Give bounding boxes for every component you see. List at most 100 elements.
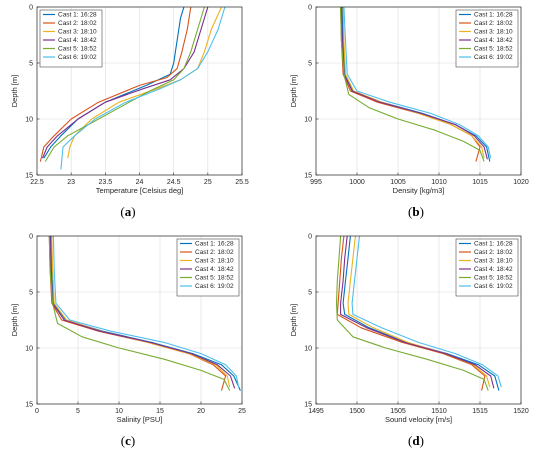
series-line-cast-6	[351, 236, 502, 388]
x-tick-label: 24	[136, 179, 144, 186]
panel-letter: d	[412, 433, 420, 448]
x-tick-label: 1520	[513, 408, 529, 415]
chart-panel-d: 1495 1500 1505 1510 1515 1520 0 5 10 15 Sound velo…	[289, 234, 529, 449]
x-tick-label: 0	[35, 408, 39, 415]
legend-entry: Cast 1: 16:28	[195, 241, 234, 248]
panel-caption: (c)	[121, 433, 135, 448]
chart-panel-a: 22.5 23 23.5 24 24.5 25 25.5 0 5 10 15 Temperature …	[10, 5, 249, 220]
series-lines	[340, 7, 492, 162]
series-line-cast-2	[39, 7, 192, 162]
panel-letter: a	[125, 204, 132, 219]
y-axis-label: Depth [m]	[289, 75, 298, 108]
series-lines	[48, 236, 241, 391]
legend-entry: Cast 6: 19:02	[195, 283, 234, 290]
series-line-cast-1	[43, 7, 185, 159]
series-line-cast-6	[60, 7, 226, 170]
legend-entry: Cast 1: 16:28	[58, 12, 97, 19]
y-tick-label: 0	[29, 5, 33, 12]
y-tick-label: 15	[25, 402, 33, 409]
series-line-cast-3	[67, 7, 223, 159]
legend-entry: Cast 6: 19:02	[58, 54, 97, 61]
x-tick-label: 10	[115, 408, 123, 415]
panel-letter: b	[412, 204, 419, 219]
x-tick-label: 1500	[349, 408, 365, 415]
x-tick-label: 15	[156, 408, 164, 415]
y-axis-label: Depth [m]	[289, 304, 298, 337]
y-tick-label: 15	[25, 173, 33, 180]
axes-box	[36, 235, 243, 405]
series-line-cast-6	[343, 7, 492, 159]
legend-entry: Cast 3: 18:10	[58, 29, 97, 36]
y-tick-label: 10	[304, 117, 312, 124]
x-tick-label: 22.5	[30, 179, 44, 186]
x-tick-label: 1010	[431, 179, 447, 186]
x-tick-label: 23	[67, 179, 75, 186]
x-tick-label: 1505	[390, 408, 406, 415]
x-tick-label: 1000	[349, 179, 365, 186]
y-tick-label: 0	[308, 5, 312, 12]
legend-entry: Cast 4: 18:42	[474, 266, 513, 273]
y-tick-label: 10	[304, 346, 312, 353]
y-tick-label: 0	[308, 234, 312, 241]
legend-entry: Cast 1: 16:28	[474, 12, 513, 19]
y-tick-label: 5	[29, 61, 33, 68]
legend-entry: Cast 2: 18:02	[58, 20, 97, 27]
y-tick-label: 0	[29, 234, 33, 241]
legend-entry: Cast 3: 18:10	[474, 258, 513, 265]
x-tick-label: 1005	[390, 179, 406, 186]
y-tick-label: 10	[25, 346, 33, 353]
axes-box	[36, 6, 243, 176]
legend-entry: Cast 3: 18:10	[195, 258, 234, 265]
series-line-cast-5	[48, 236, 231, 391]
y-tick-label: 15	[304, 402, 312, 409]
series-line-cast-5	[335, 236, 489, 391]
y-tick-label: 15	[304, 173, 312, 180]
panel-caption: (d)	[408, 433, 424, 448]
legend-entry: Cast 3: 18:10	[474, 29, 513, 36]
axes-box	[315, 6, 522, 176]
series-line-cast-1	[342, 236, 500, 391]
legend-entry: Cast 6: 19:02	[474, 283, 513, 290]
y-tick-label: 5	[308, 290, 312, 297]
legend-entry: Cast 2: 18:02	[195, 249, 234, 256]
x-tick-label: 1020	[513, 179, 529, 186]
legend-entry: Cast 2: 18:02	[474, 249, 513, 256]
legend-entry: Cast 4: 18:42	[474, 37, 513, 44]
legend-entry: Cast 1: 16:28	[474, 241, 513, 248]
x-tick-label: 1510	[431, 408, 447, 415]
legend-entry: Cast 6: 19:02	[474, 54, 513, 61]
y-axis-label: Depth [m]	[10, 75, 19, 108]
y-axis-label: Depth [m]	[10, 304, 19, 337]
x-tick-label: 995	[310, 179, 322, 186]
x-tick-label: 25	[204, 179, 212, 186]
series-line-cast-5	[340, 7, 485, 162]
series-line-cast-4	[41, 7, 209, 159]
series-lines	[335, 236, 502, 391]
legend-entry: Cast 5: 18:52	[58, 46, 97, 53]
panel-caption: (b)	[408, 204, 424, 219]
x-tick-label: 20	[197, 408, 205, 415]
series-lines	[39, 7, 226, 170]
x-tick-label: 5	[76, 408, 80, 415]
series-line-cast-4	[340, 236, 495, 389]
x-tick-label: 25.5	[235, 179, 249, 186]
x-tick-label: 1515	[472, 408, 488, 415]
x-tick-label: 1015	[472, 179, 488, 186]
x-axis-label: Density [kg/m3]	[393, 186, 445, 195]
y-tick-label: 5	[308, 61, 312, 68]
legend-entry: Cast 5: 18:52	[474, 46, 513, 53]
x-tick-label: 24.5	[167, 179, 181, 186]
y-tick-label: 5	[29, 290, 33, 297]
legend-entry: Cast 5: 18:52	[474, 275, 513, 282]
series-line-cast-5	[44, 7, 205, 162]
panel-letter: c	[125, 433, 131, 448]
x-axis-label: Salinity [PSU]	[117, 415, 163, 424]
series-line-cast-3	[347, 236, 491, 388]
